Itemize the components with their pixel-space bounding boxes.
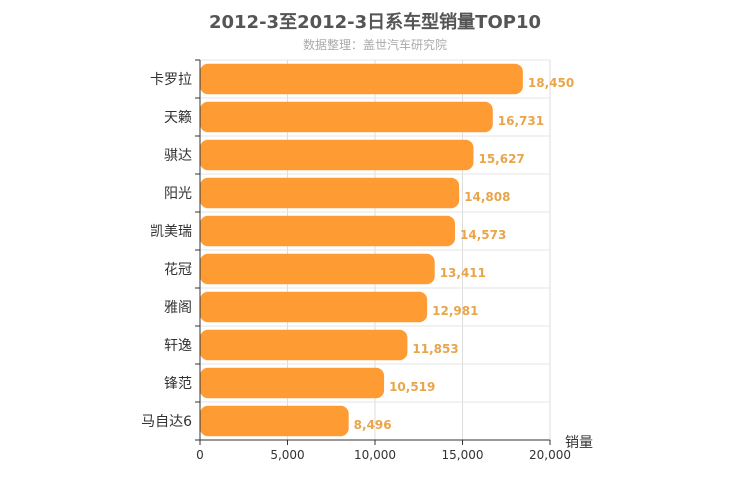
bars: 18,450 16,731 15,627 14,808 14,573 13,411 12,9… xyxy=(200,63,574,437)
category-label: 雅阁 xyxy=(164,300,192,316)
category-label: 卡罗拉 xyxy=(150,72,192,88)
bar xyxy=(200,101,493,133)
x-axis-name: 销量 xyxy=(565,435,593,451)
x-tick-label: 15,000 xyxy=(442,448,484,462)
data-label: 18,450 xyxy=(528,76,574,90)
bar xyxy=(200,253,435,285)
data-label: 8,496 xyxy=(354,418,392,432)
bar xyxy=(200,405,349,437)
x-tick-label: 5,000 xyxy=(270,448,304,462)
bar xyxy=(200,177,460,209)
data-label: 14,808 xyxy=(464,190,510,204)
bar xyxy=(200,63,523,95)
data-label: 10,519 xyxy=(389,380,435,394)
x-tick-label: 20,000 xyxy=(529,448,571,462)
category-label: 天籁 xyxy=(164,110,192,126)
category-label: 马自达6 xyxy=(141,414,192,430)
axes: 0 5,000 10,000 15,000 20,000 卡罗拉天籁骐达阳光凯美瑞花冠雅阁… xyxy=(141,59,571,462)
data-label: 13,411 xyxy=(440,266,486,280)
category-label: 锋范 xyxy=(164,375,192,392)
bar xyxy=(200,215,456,247)
chart-subtitle: 数据整理：盖世汽车研究院 xyxy=(302,38,447,52)
x-tick-label: 0 xyxy=(196,448,204,462)
category-label: 骐达 xyxy=(164,148,192,164)
bar xyxy=(200,367,385,399)
data-label: 12,981 xyxy=(432,304,478,318)
category-label: 轩逸 xyxy=(164,338,192,354)
data-label: 16,731 xyxy=(498,114,544,128)
data-label: 15,627 xyxy=(478,152,524,166)
data-label: 11,853 xyxy=(412,342,458,356)
bar xyxy=(200,139,474,171)
chart-title: 2012-3至2012-3日系车型销量TOP10 xyxy=(208,12,541,33)
data-label: 14,573 xyxy=(460,228,506,242)
category-label: 凯美瑞 xyxy=(150,224,192,240)
bar xyxy=(200,329,408,361)
category-label: 阳光 xyxy=(164,186,192,202)
category-label: 花冠 xyxy=(164,262,192,278)
x-tick-label: 10,000 xyxy=(354,448,396,462)
bar xyxy=(200,291,428,323)
